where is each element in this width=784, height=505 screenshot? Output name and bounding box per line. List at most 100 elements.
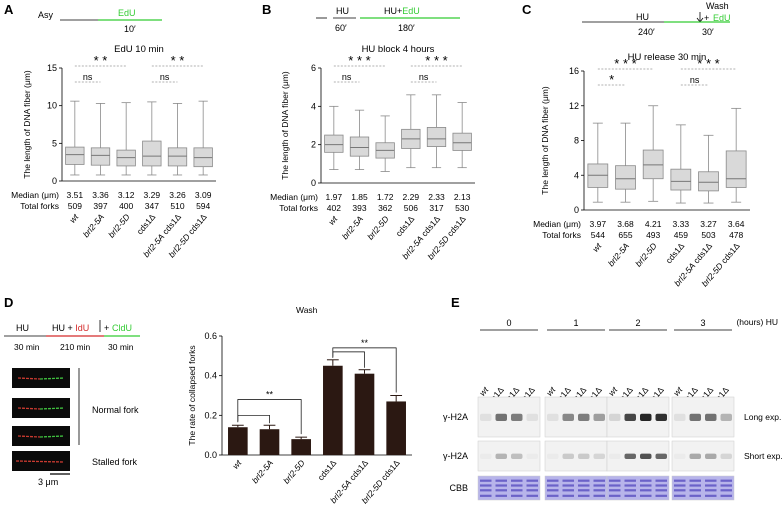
category-label: cds1Δ: [394, 214, 417, 239]
box-3: [670, 124, 692, 204]
sig-label: ns: [342, 72, 352, 82]
bar: [291, 439, 311, 455]
median-value: 3.12: [118, 190, 135, 200]
blot-band: [609, 453, 621, 459]
cbb-band: [593, 479, 605, 482]
sig-label: ns: [83, 72, 93, 82]
box-body: [615, 165, 636, 190]
cbb-band: [593, 489, 605, 492]
total-value: 400: [119, 201, 133, 211]
box-0: [324, 105, 344, 170]
box-0: [65, 100, 85, 176]
total-row-label: Total forks: [20, 201, 59, 211]
y-tick-label: 0: [574, 205, 579, 215]
cbb-band: [720, 489, 732, 492]
sig-label: * * *: [614, 56, 636, 71]
total-value: 393: [352, 203, 366, 213]
box-body: [698, 171, 719, 192]
panel-letter-d: D: [4, 295, 13, 310]
cbb-band: [578, 484, 590, 487]
schematic-c-time-left: 240′: [638, 27, 655, 37]
fiber-red: [17, 407, 41, 410]
median-value: 3.27: [700, 219, 717, 229]
fiber-green: [39, 377, 65, 380]
blot-band: [674, 453, 686, 459]
sig-label: * * *: [348, 53, 370, 68]
cbb-band: [705, 484, 717, 487]
schematic-a-time: 10′: [124, 24, 136, 34]
y-tick-label: 0: [311, 178, 316, 188]
box-3: [142, 101, 162, 176]
cbb-band: [720, 494, 732, 497]
box-body: [142, 140, 162, 167]
cbb-band: [640, 479, 652, 482]
fiber-image: [12, 368, 70, 388]
box-1: [90, 103, 111, 176]
median-value: 2.33: [428, 192, 445, 202]
cbb-band: [511, 479, 523, 482]
box-1: [349, 109, 370, 170]
blot-band: [655, 453, 667, 459]
cbb-band: [640, 489, 652, 492]
cbb-band: [511, 494, 523, 497]
cbb-band: [593, 484, 605, 487]
schematic-b-hu: HU: [336, 6, 349, 16]
fiber-green: [39, 435, 65, 438]
box-body: [65, 146, 85, 165]
cbb-band: [562, 494, 574, 497]
median-value: 2.29: [403, 192, 420, 202]
median-value: 2.13: [454, 192, 471, 202]
median-value: 4.21: [645, 219, 662, 229]
y-tick-label: 0.0: [204, 450, 217, 460]
y-tick-label: 4: [574, 170, 579, 180]
cbb-band: [562, 489, 574, 492]
box-4: [698, 134, 719, 204]
schematic-a-edu: EdU: [118, 8, 136, 18]
total-value: 594: [196, 201, 210, 211]
row-label: CBB: [449, 483, 468, 493]
category-label: brl2-5D: [365, 214, 391, 242]
schematic-b-time-right: 180′: [398, 23, 415, 33]
total-row-label: Total forks: [542, 230, 581, 240]
median-value: 3.26: [169, 190, 186, 200]
schematic-d-hu: HU: [16, 323, 29, 333]
sig-label: * * *: [697, 56, 719, 71]
box-5: [452, 102, 472, 169]
category-label: cds1Δ: [316, 458, 339, 483]
row-label: γ-H2A: [443, 412, 468, 422]
blot-band: [593, 453, 605, 459]
cbb-band: [705, 489, 717, 492]
schematic-d-plus: +: [104, 323, 109, 333]
category-label: brl2-5D: [633, 241, 659, 269]
y-tick-label: 15: [47, 63, 57, 73]
blot-band: [480, 413, 492, 421]
sig-bracket-inner: [332, 351, 365, 368]
total-value: 402: [327, 203, 341, 213]
box-1: [615, 122, 636, 203]
cbb-band: [495, 484, 507, 487]
cbb-band: [689, 484, 701, 487]
cbb-band: [526, 489, 538, 492]
cbb-band: [655, 494, 667, 497]
total-value: 459: [674, 230, 688, 240]
blot-band: [689, 413, 701, 421]
blot-band: [547, 453, 559, 459]
median-value: 3.64: [728, 219, 745, 229]
blot-band: [562, 453, 574, 459]
schematic-c-wash: Wash: [706, 1, 729, 11]
box-4: [426, 94, 447, 169]
blot-band: [578, 453, 590, 459]
cbb-band: [526, 479, 538, 482]
cbb-band: [720, 479, 732, 482]
y-tick-label: 4: [311, 101, 316, 111]
row-note: Short exp.: [744, 451, 783, 461]
median-value: 3.97: [590, 219, 607, 229]
total-value: 509: [68, 201, 82, 211]
blot-band: [689, 453, 701, 459]
fiber-red: [17, 435, 41, 438]
cbb-band: [689, 479, 701, 482]
cbb-band: [609, 489, 621, 492]
median-value: 3.29: [144, 190, 161, 200]
